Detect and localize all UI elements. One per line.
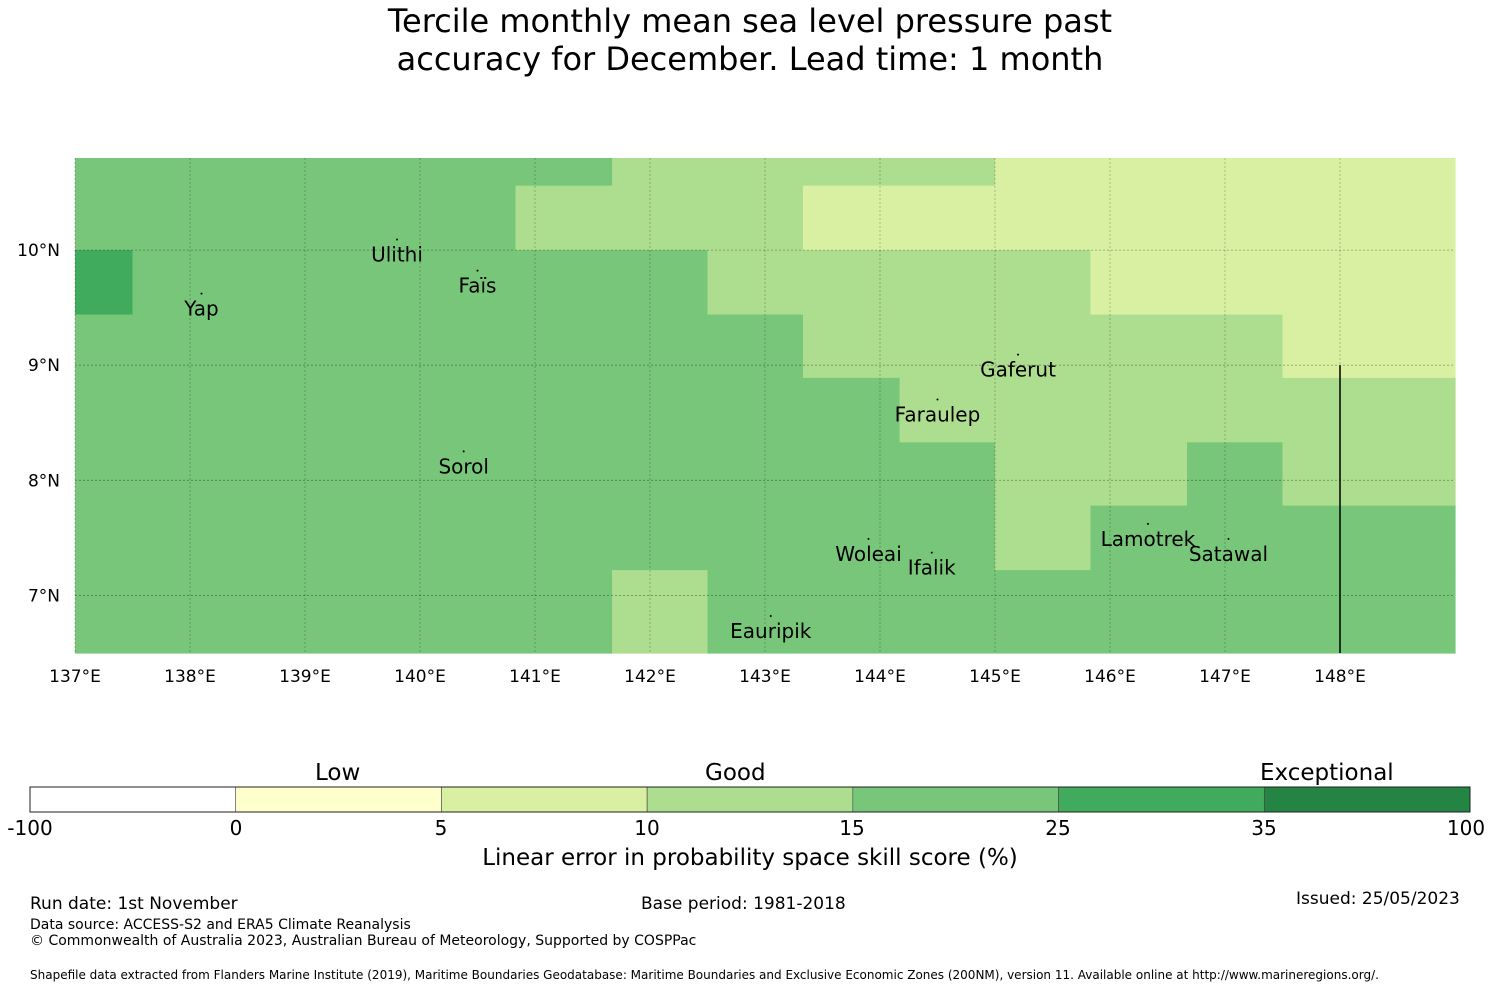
colorbar-swatch bbox=[646, 786, 854, 813]
cb-tick: 100 bbox=[1446, 816, 1486, 840]
island-marker bbox=[1227, 537, 1230, 540]
skill-cell bbox=[899, 377, 1456, 443]
lat-tick-label: 10°N bbox=[17, 241, 60, 261]
skill-cell bbox=[75, 377, 901, 443]
colorbar-swatch bbox=[235, 786, 442, 813]
colorbar bbox=[29, 786, 1471, 813]
place-label: Woleai bbox=[835, 542, 902, 566]
skill-cell bbox=[995, 158, 1456, 187]
data-source: Data source: ACCESS-S2 and ERA5 Climate … bbox=[30, 917, 411, 933]
lat-tick-label: 9°N bbox=[28, 356, 60, 376]
cb-tick: 0 bbox=[229, 816, 243, 840]
skill-cell bbox=[707, 570, 1456, 654]
skill-cell bbox=[1282, 314, 1456, 379]
skill-cell bbox=[75, 570, 613, 654]
skill-cells bbox=[75, 158, 1456, 654]
skill-cell bbox=[515, 185, 804, 251]
cb-tick: -100 bbox=[7, 816, 53, 840]
base-period: Base period: 1981-2018 bbox=[641, 894, 846, 914]
colorbar-frame bbox=[29, 786, 1471, 813]
lon-tick-label: 142°E bbox=[624, 667, 676, 687]
skill-cell bbox=[75, 250, 134, 316]
skill-cell bbox=[1090, 250, 1456, 316]
lon-tick-label: 144°E bbox=[854, 667, 906, 687]
island-marker bbox=[1146, 522, 1149, 525]
skill-cell bbox=[1090, 505, 1456, 571]
lon-tick-label: 137°E bbox=[49, 667, 101, 687]
axis-labels: 137°E 138°E 139°E 140°E 141°E 142°E 143°E 144°E… bbox=[17, 241, 1366, 687]
skill-cell bbox=[802, 314, 1284, 379]
colorbar-swatch bbox=[29, 786, 237, 813]
island-marker bbox=[396, 238, 398, 241]
place-label: Eauripik bbox=[730, 619, 812, 643]
skill-cell bbox=[612, 158, 996, 187]
place-label: Sorol bbox=[438, 454, 489, 478]
category-low: Low bbox=[315, 760, 361, 786]
skill-cell bbox=[1282, 442, 1456, 507]
run-date: Run date: 1st November bbox=[30, 894, 238, 914]
skill-cell bbox=[75, 505, 996, 571]
lat-tick-label: 7°N bbox=[28, 586, 60, 606]
issued-date: Issued: 25/05/2023 bbox=[1296, 889, 1460, 909]
skill-cell bbox=[75, 314, 804, 379]
skill-cell bbox=[612, 570, 709, 654]
skill-cell bbox=[995, 442, 1188, 507]
island-marker bbox=[930, 551, 933, 554]
skill-cell bbox=[802, 185, 1456, 251]
copyright: © Commonwealth of Australia 2023, Austra… bbox=[30, 933, 697, 949]
island-marker bbox=[769, 614, 772, 617]
cb-tick: 25 bbox=[1045, 816, 1071, 840]
skill-cell bbox=[75, 158, 613, 187]
place-label: Faraulep bbox=[895, 403, 981, 427]
lon-tick-label: 143°E bbox=[739, 667, 791, 687]
cb-tick: 15 bbox=[839, 816, 865, 840]
lat-tick-label: 8°N bbox=[28, 471, 60, 491]
cb-tick: 10 bbox=[634, 816, 660, 840]
place-label: Yap bbox=[183, 297, 218, 321]
island-marker bbox=[936, 398, 939, 401]
lon-tick-label: 141°E bbox=[509, 667, 561, 687]
place-labels: Ulithi Faïs Yap Gaferut Faraulep Sorol Woleai L… bbox=[183, 238, 1268, 643]
cb-tick: 5 bbox=[434, 816, 448, 840]
colorbar-swatch bbox=[852, 786, 1059, 813]
lon-tick-label: 147°E bbox=[1199, 667, 1251, 687]
lon-tick-label: 140°E bbox=[394, 667, 446, 687]
island-marker bbox=[1017, 353, 1019, 356]
place-label: Faïs bbox=[459, 274, 497, 298]
cb-tick: 35 bbox=[1251, 816, 1277, 840]
title-line-2: accuracy for December. Lead time: 1 mont… bbox=[396, 40, 1104, 78]
colorbar-swatch bbox=[1263, 786, 1471, 813]
place-label: Gaferut bbox=[980, 358, 1056, 382]
place-label: Ulithi bbox=[371, 243, 423, 267]
lon-tick-label: 138°E bbox=[164, 667, 216, 687]
lon-tick-label: 145°E bbox=[969, 667, 1021, 687]
place-label: Lamotrek bbox=[1101, 527, 1196, 551]
category-good: Good bbox=[705, 760, 766, 786]
colorbar-swatch bbox=[441, 786, 648, 813]
shapefile-credit: Shapefile data extracted from Flanders M… bbox=[30, 968, 1379, 982]
skill-cell bbox=[707, 250, 1092, 316]
colorbar-title: Linear error in probability space skill … bbox=[482, 845, 1018, 871]
island-marker bbox=[476, 269, 479, 272]
island-marker bbox=[462, 450, 465, 453]
island-marker bbox=[867, 537, 870, 540]
colorbar-swatch bbox=[1058, 786, 1265, 813]
place-label: Satawal bbox=[1189, 542, 1268, 566]
skill-cell bbox=[1187, 442, 1284, 507]
skill-cell bbox=[75, 185, 517, 251]
place-label: Ifalik bbox=[908, 556, 956, 580]
category-exceptional: Exceptional bbox=[1260, 760, 1394, 786]
island-marker bbox=[200, 292, 203, 295]
lon-tick-label: 148°E bbox=[1314, 667, 1366, 687]
skill-cell bbox=[75, 442, 996, 507]
title-line-1: Tercile monthly mean sea level pressure … bbox=[387, 2, 1113, 40]
lon-tick-label: 139°E bbox=[279, 667, 331, 687]
chart-title: Tercile monthly mean sea level pressure … bbox=[0, 2, 1500, 78]
lon-tick-label: 146°E bbox=[1084, 667, 1136, 687]
graticule bbox=[74, 158, 1455, 653]
skill-cell bbox=[132, 250, 709, 316]
skill-cell bbox=[995, 505, 1092, 571]
